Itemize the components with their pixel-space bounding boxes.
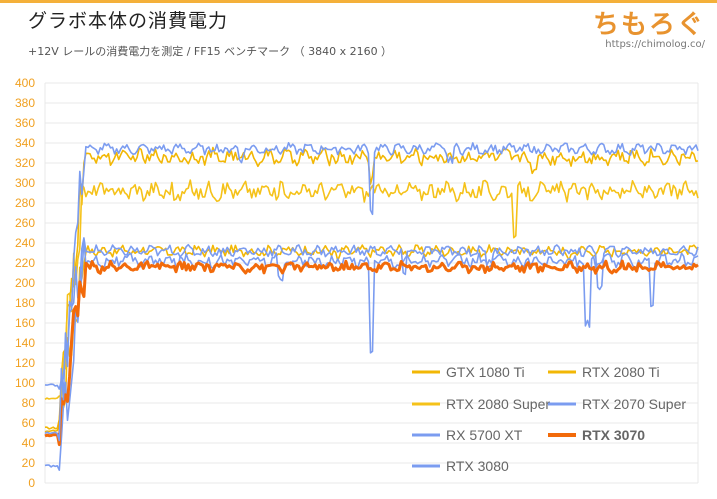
grid bbox=[44, 82, 699, 484]
y-tick-label: 260 bbox=[15, 216, 35, 230]
y-tick-label: 140 bbox=[15, 336, 35, 350]
y-tick-label: 60 bbox=[22, 416, 36, 430]
legend: GTX 1080 Ti RTX 2080 Ti RTX 2080 Super RTX … bbox=[412, 364, 686, 474]
y-tick-label: 120 bbox=[15, 356, 35, 370]
y-tick-label: 340 bbox=[15, 136, 35, 150]
series-line-rtx-2070-super bbox=[44, 237, 699, 390]
y-tick-label: 180 bbox=[15, 296, 35, 310]
legend-label: RX 5700 XT bbox=[446, 427, 523, 443]
series-line-gtx-1080-ti bbox=[45, 244, 699, 430]
chart-subtitle: +12V レールの消費電力を測定 / FF15 ベンチマーク （ 3840 x … bbox=[28, 45, 393, 58]
y-tick-label: 220 bbox=[15, 256, 35, 270]
legend-label: RTX 2080 Super bbox=[446, 396, 550, 412]
logo-url: https://chimolog.co/ bbox=[605, 39, 705, 50]
y-tick-label: 40 bbox=[22, 436, 36, 450]
logo-mark: ちもろぐ bbox=[592, 10, 705, 40]
series-line-rtx-3070 bbox=[44, 259, 699, 447]
site-logo: ちもろぐ https://chimolog.co/ bbox=[593, 4, 705, 50]
series-line-rtx-2080-super bbox=[44, 179, 699, 400]
chart-title: グラボ本体の消費電力 bbox=[28, 10, 229, 32]
series-line-rtx-2080-ti bbox=[44, 146, 699, 433]
y-tick-label: 240 bbox=[15, 236, 35, 250]
y-tick-label: 400 bbox=[15, 76, 35, 90]
y-tick-label: 160 bbox=[15, 316, 35, 330]
y-tick-label: 320 bbox=[15, 156, 35, 170]
y-tick-label: 300 bbox=[15, 176, 35, 190]
y-tick-label: 100 bbox=[15, 376, 35, 390]
legend-label: GTX 1080 Ti bbox=[446, 364, 525, 380]
y-tick-label: 280 bbox=[15, 196, 35, 210]
legend-label: RTX 2080 Ti bbox=[582, 364, 660, 380]
y-axis-ticks: 0 20 40 60 80 100 120 140 160 180 200 220 240 260 280 3… bbox=[15, 76, 35, 490]
legend-label: RTX 3070 bbox=[582, 427, 645, 443]
top-accent-bar bbox=[0, 0, 717, 3]
y-tick-label: 20 bbox=[22, 456, 36, 470]
y-tick-label: 360 bbox=[15, 116, 35, 130]
y-tick-label: 0 bbox=[28, 476, 35, 490]
series-line-rx-5700-xt bbox=[44, 239, 699, 472]
y-tick-label: 380 bbox=[15, 96, 35, 110]
series-lines bbox=[44, 142, 699, 472]
y-tick-label: 80 bbox=[22, 396, 36, 410]
y-tick-label: 200 bbox=[15, 276, 35, 290]
legend-label: RTX 3080 bbox=[446, 458, 509, 474]
legend-label: RTX 2070 Super bbox=[582, 396, 686, 412]
series-line-rtx-3080 bbox=[44, 142, 699, 442]
